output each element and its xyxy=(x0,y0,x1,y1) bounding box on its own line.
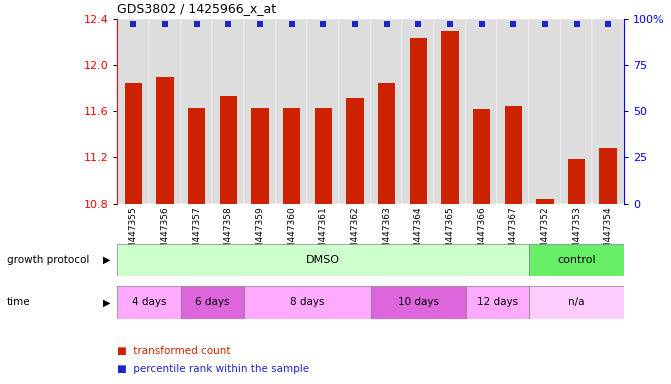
Bar xyxy=(125,83,142,204)
Point xyxy=(318,21,329,27)
Text: control: control xyxy=(557,255,596,265)
Text: ▶: ▶ xyxy=(103,297,111,308)
FancyBboxPatch shape xyxy=(592,19,624,204)
Point xyxy=(539,21,550,27)
Point xyxy=(160,21,170,27)
FancyBboxPatch shape xyxy=(403,19,434,204)
Bar xyxy=(219,96,237,204)
Point xyxy=(287,21,297,27)
Text: ▶: ▶ xyxy=(103,255,111,265)
Point xyxy=(350,21,360,27)
Bar xyxy=(283,108,301,204)
Bar xyxy=(536,199,554,204)
FancyBboxPatch shape xyxy=(307,19,339,204)
Bar xyxy=(188,108,205,204)
FancyBboxPatch shape xyxy=(276,19,307,204)
Text: 10 days: 10 days xyxy=(398,297,439,308)
Bar xyxy=(370,286,466,319)
Point xyxy=(223,21,234,27)
Bar xyxy=(244,286,370,319)
Text: ■  percentile rank within the sample: ■ percentile rank within the sample xyxy=(117,364,309,374)
Bar xyxy=(180,286,244,319)
Text: 8 days: 8 days xyxy=(290,297,325,308)
FancyBboxPatch shape xyxy=(434,19,466,204)
Text: 12 days: 12 days xyxy=(477,297,518,308)
Text: 4 days: 4 days xyxy=(132,297,166,308)
FancyBboxPatch shape xyxy=(370,19,403,204)
Point xyxy=(413,21,423,27)
FancyBboxPatch shape xyxy=(149,19,180,204)
Text: n/a: n/a xyxy=(568,297,585,308)
Bar xyxy=(505,106,522,204)
Bar xyxy=(156,77,174,204)
Bar xyxy=(568,159,585,204)
Bar xyxy=(251,108,268,204)
FancyBboxPatch shape xyxy=(561,19,592,204)
FancyBboxPatch shape xyxy=(180,19,213,204)
Bar xyxy=(529,286,624,319)
Point xyxy=(128,21,139,27)
Point xyxy=(603,21,613,27)
Text: 6 days: 6 days xyxy=(195,297,229,308)
FancyBboxPatch shape xyxy=(529,19,561,204)
FancyBboxPatch shape xyxy=(339,19,370,204)
Point xyxy=(254,21,265,27)
Bar xyxy=(441,31,458,204)
FancyBboxPatch shape xyxy=(213,19,244,204)
Bar xyxy=(599,148,617,204)
Bar xyxy=(117,244,529,276)
Point xyxy=(444,21,455,27)
Bar xyxy=(117,286,180,319)
Text: growth protocol: growth protocol xyxy=(7,255,89,265)
FancyBboxPatch shape xyxy=(117,19,149,204)
Point xyxy=(191,21,202,27)
Bar xyxy=(346,98,364,204)
Text: ■  transformed count: ■ transformed count xyxy=(117,346,231,356)
FancyBboxPatch shape xyxy=(466,19,497,204)
Bar xyxy=(466,286,529,319)
Bar xyxy=(378,83,395,204)
Point xyxy=(508,21,519,27)
Point xyxy=(381,21,392,27)
Bar xyxy=(315,108,332,204)
FancyBboxPatch shape xyxy=(244,19,276,204)
Bar xyxy=(409,38,427,204)
Point xyxy=(571,21,582,27)
Bar xyxy=(473,109,491,204)
Text: DMSO: DMSO xyxy=(306,255,340,265)
Point xyxy=(476,21,487,27)
Bar xyxy=(529,244,624,276)
Text: time: time xyxy=(7,297,30,308)
FancyBboxPatch shape xyxy=(497,19,529,204)
Text: GDS3802 / 1425966_x_at: GDS3802 / 1425966_x_at xyxy=(117,2,276,15)
